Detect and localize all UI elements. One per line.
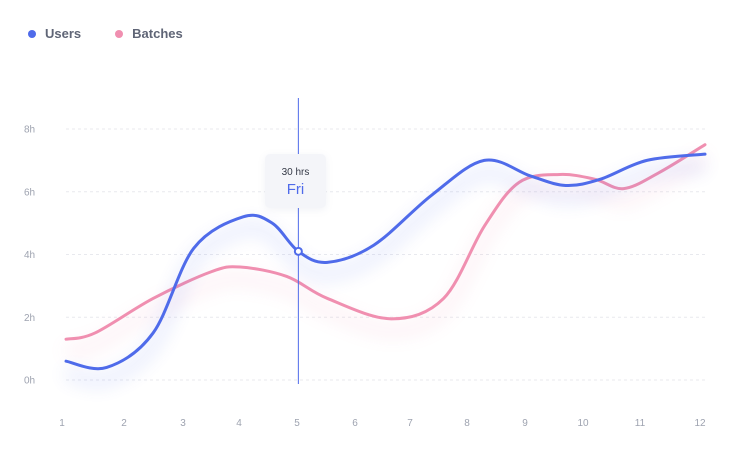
x-tick-label: 6 xyxy=(352,418,358,429)
y-tick-label: 8h xyxy=(24,125,35,136)
tooltip-value: 30 hrs xyxy=(281,167,310,178)
x-axis-ticks: 1 2 3 4 5 6 7 8 9 10 11 12 xyxy=(59,418,706,429)
y-tick-label: 6h xyxy=(24,187,35,198)
y-tick-label: 4h xyxy=(24,250,35,261)
batches-legend-label: Batches xyxy=(132,26,183,41)
users-series-line[interactable] xyxy=(64,152,707,371)
batches-legend-dot xyxy=(115,29,124,38)
x-tick-label: 2 xyxy=(121,418,127,429)
x-tick-label: 3 xyxy=(180,418,186,429)
legend-item-users[interactable]: Users xyxy=(28,26,81,41)
x-tick-label: 8 xyxy=(464,418,470,429)
y-tick-label: 0h xyxy=(24,376,35,387)
x-tick-label: 4 xyxy=(236,418,242,429)
hover-tooltip: 30 hrs Fri xyxy=(265,154,326,208)
x-tick-label: 1 xyxy=(59,418,65,429)
x-tick-label: 7 xyxy=(407,418,413,429)
tooltip-day: Fri xyxy=(286,181,305,198)
users-legend-dot xyxy=(28,29,36,38)
y-tick-label: 2h xyxy=(24,313,35,324)
x-tick-label: 9 xyxy=(522,418,528,429)
hover-point-marker[interactable] xyxy=(293,246,303,256)
x-tick-label: 10 xyxy=(577,418,589,429)
x-tick-label: 5 xyxy=(294,418,300,429)
legend-item-batches[interactable]: Batches xyxy=(115,26,183,41)
users-series-shadow xyxy=(64,161,706,386)
chart-legend: Users Batches xyxy=(28,26,183,41)
y-axis-ticks: 0h 2h 4h 6h 8h xyxy=(24,125,35,387)
series-layer xyxy=(64,143,708,386)
x-tick-label: 12 xyxy=(694,418,706,429)
x-tick-label: 11 xyxy=(635,418,646,429)
users-legend-label: Users xyxy=(45,26,82,41)
